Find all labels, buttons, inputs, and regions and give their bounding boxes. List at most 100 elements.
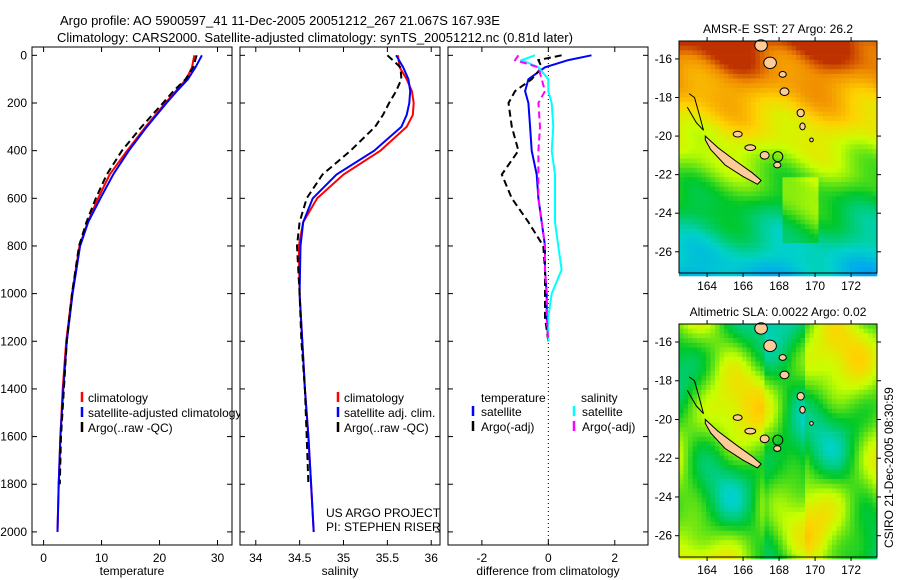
heatmap-cell (872, 64, 878, 70)
heatmap-cell (688, 432, 693, 438)
heatmap-cell (868, 366, 873, 372)
heatmap-cell (701, 102, 707, 108)
heatmap-cell (760, 403, 765, 409)
heatmap-cell (859, 460, 864, 466)
heatmap-cell (719, 535, 725, 541)
heatmap-cell (683, 243, 689, 249)
heatmap-cell (724, 352, 729, 358)
heatmap-cell (863, 219, 869, 225)
heatmap-cell (872, 252, 878, 258)
heatmap-cell (692, 261, 698, 267)
heatmap-cell (773, 50, 779, 56)
heatmap-cell (751, 196, 756, 202)
heatmap-cell (814, 375, 819, 381)
heatmap-cell (751, 257, 756, 263)
heatmap-cell (719, 139, 725, 145)
heatmap-cell (679, 243, 684, 249)
heatmap-cell (742, 182, 747, 187)
plot-frame (31, 46, 233, 546)
heatmap-cell (769, 375, 774, 381)
heatmap-cell (836, 149, 842, 155)
heatmap-cell (688, 366, 693, 372)
heatmap-cell (841, 149, 846, 155)
heatmap-cell (863, 342, 869, 348)
heatmap-cell (868, 338, 873, 344)
heatmap-cell (710, 106, 716, 112)
heatmap-cell (697, 116, 702, 122)
heatmap-cell (697, 120, 702, 126)
heatmap-cell (733, 380, 738, 386)
island (778, 354, 787, 361)
heatmap-cell (863, 177, 869, 183)
heatmap-cell (796, 408, 801, 414)
heatmap-cell (863, 182, 869, 187)
heatmap-cell (710, 257, 716, 263)
heatmap-cell (710, 544, 716, 550)
heatmap-cell (710, 460, 716, 466)
heatmap-cell (679, 55, 684, 61)
heatmap-cell (746, 55, 752, 61)
heatmap-cell (778, 530, 783, 536)
heatmap-cell (805, 229, 810, 234)
heatmap-cell (809, 41, 815, 46)
heatmap-cell (863, 540, 869, 546)
heatmap-cell (724, 427, 729, 433)
heatmap-cell (751, 158, 756, 164)
heatmap-cell (701, 460, 707, 466)
heatmap-cell (872, 120, 878, 126)
heatmap-cell (683, 116, 689, 122)
heatmap-cell (868, 247, 873, 253)
heatmap-cell (746, 371, 752, 376)
heatmap-cell (715, 403, 720, 409)
heatmap-cell (868, 102, 873, 108)
heatmap-cell (796, 507, 801, 513)
heatmap-cell (764, 247, 770, 253)
heatmap-cell (755, 408, 761, 414)
heatmap-cell (728, 252, 734, 258)
heatmap-cell (823, 413, 828, 419)
heatmap-cell (778, 488, 783, 494)
heatmap-cell (706, 375, 711, 381)
heatmap-cell (683, 45, 689, 51)
heatmap-cell (688, 210, 693, 216)
heatmap-cell (710, 436, 716, 442)
heatmap-cell (724, 488, 729, 494)
heatmap-cell (796, 182, 801, 187)
heatmap-cell (791, 324, 797, 329)
heatmap-cell (809, 83, 815, 89)
heatmap-cell (710, 521, 716, 527)
heatmap-cell (715, 41, 720, 46)
heatmap-cell (710, 352, 716, 358)
heatmap-cell (688, 73, 693, 79)
heatmap-cell (724, 50, 729, 56)
legend-header-temperature: temperature (481, 391, 546, 405)
heatmap-cell (814, 544, 819, 550)
heatmap-cell (818, 361, 824, 367)
heatmap-cell (755, 200, 761, 206)
heatmap-cell (863, 488, 869, 494)
heatmap-cell (845, 243, 851, 249)
heatmap-cell (818, 544, 824, 550)
heatmap-cell (710, 158, 716, 164)
heatmap-cell (710, 177, 716, 183)
heatmap-cell (778, 324, 783, 329)
new-caledonia-island (704, 418, 762, 469)
heatmap-cell (683, 474, 689, 480)
heatmap-cell (773, 507, 779, 513)
heatmap-cell (872, 446, 878, 452)
heatmap-cell (737, 540, 743, 546)
heatmap-cell (845, 516, 851, 522)
heatmap-cell (854, 261, 860, 267)
heatmap-cell (764, 139, 770, 145)
heatmap-cell (697, 200, 702, 206)
heatmap-cell (836, 191, 842, 197)
heatmap-cell (836, 324, 842, 329)
heatmap-cell (706, 163, 711, 169)
heatmap-cell (724, 233, 729, 239)
heatmap-cell (746, 153, 752, 159)
heatmap-cell (854, 347, 860, 353)
heatmap-cell (683, 324, 689, 329)
heatmap-cell (859, 446, 864, 452)
heatmap-cell (764, 333, 770, 339)
heatmap-cell (800, 352, 806, 358)
